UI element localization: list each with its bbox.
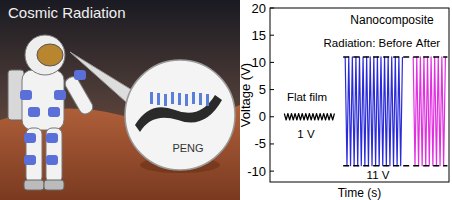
arm <box>63 75 95 117</box>
sky <box>0 0 240 200</box>
y-tick <box>270 8 274 9</box>
nanostructure <box>157 93 160 105</box>
peng-pad <box>46 155 58 165</box>
bubble <box>125 60 235 170</box>
y-axis-label: Voltage (V) <box>238 63 253 127</box>
chart: -10 -5 0 5 10 15 20 Voltage (V) Time (s) Nanocomp… <box>238 1 449 200</box>
helmet <box>25 35 65 75</box>
peng-pad <box>24 155 36 165</box>
y-tick-label: 0 <box>259 109 266 124</box>
peng-pad <box>74 70 86 80</box>
nanostructure <box>171 92 174 104</box>
annotation: 1 V <box>297 128 315 140</box>
nanostructure <box>178 93 181 105</box>
nanostructure <box>192 92 195 104</box>
annotation: Nanocomposite <box>350 13 434 27</box>
reference-line <box>343 165 447 167</box>
plot-frame <box>270 8 449 182</box>
y-tick <box>270 171 274 172</box>
visor <box>37 44 63 66</box>
boot <box>44 180 64 190</box>
x-axis-label: Time (s) <box>338 186 382 200</box>
reference-line <box>343 56 447 58</box>
annotation: Radiation: Before <box>324 37 413 49</box>
right-leg <box>46 128 62 183</box>
y-tick-label: -10 <box>247 164 266 179</box>
y-tick <box>270 143 274 144</box>
astronaut <box>8 35 95 190</box>
figure: PENG Cosmic Radiation -10 -5 0 5 10 15 20 Voltage… <box>0 0 452 200</box>
nanostructure <box>206 94 209 106</box>
y-tick <box>270 89 274 90</box>
illustration: PENG Cosmic Radiation <box>0 0 240 200</box>
y-tick-label: 20 <box>252 1 266 16</box>
nanostructure <box>150 92 153 104</box>
annotation: 11 V <box>367 169 390 181</box>
y-tick-label: 5 <box>259 82 266 97</box>
y-tick <box>270 62 274 63</box>
nanostructure <box>199 93 202 105</box>
annotation: Flat film <box>287 91 327 103</box>
peng-pad <box>24 133 36 143</box>
boot <box>24 180 44 190</box>
y-tick-label: 15 <box>252 28 266 43</box>
device-label: PENG <box>172 142 203 154</box>
nanostructure <box>164 94 167 106</box>
peng-pad <box>48 107 60 117</box>
signal-line <box>413 57 445 166</box>
peng-pad <box>54 90 66 100</box>
y-tick <box>270 116 274 117</box>
nanostructure <box>185 94 188 106</box>
peng-pad <box>20 90 32 100</box>
signal-line <box>284 113 334 120</box>
peng-pad <box>28 107 40 117</box>
signal-line <box>345 57 402 166</box>
y-tick <box>270 35 274 36</box>
y-tick-label: 10 <box>252 55 266 70</box>
y-tick-label: -5 <box>254 136 266 151</box>
data-group <box>284 57 447 166</box>
peng-pad <box>46 133 58 143</box>
illustration-title: Cosmic Radiation <box>8 4 126 21</box>
annotation: After <box>416 37 440 49</box>
